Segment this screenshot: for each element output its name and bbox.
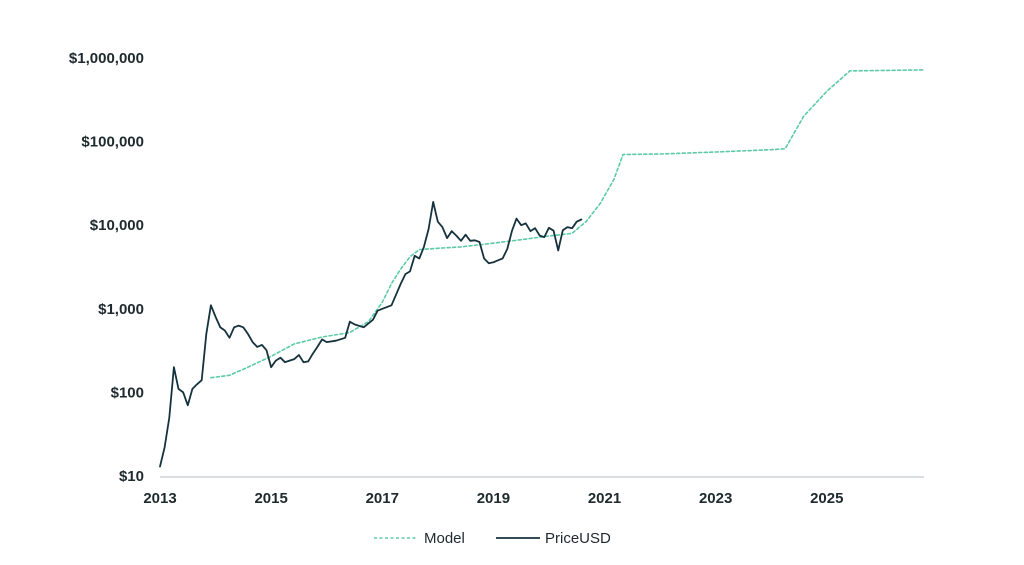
y-axis-labels: $10 $100 $1,000 $10,000 $100,000 $1,000,000 [69, 50, 144, 485]
legend-label-model: Model [424, 530, 465, 547]
x-tick-label: 2023 [699, 490, 732, 507]
x-tick-label: 2025 [810, 490, 843, 507]
y-tick-label: $10 [119, 468, 144, 485]
plot-lines [159, 69, 925, 468]
x-tick-label: 2015 [254, 490, 287, 507]
y-tick-label: $100,000 [81, 134, 144, 151]
x-axis-labels: 2013 2015 2017 2019 2021 2023 2025 [143, 490, 843, 507]
x-tick-label: 2013 [143, 490, 176, 507]
series-line-model [210, 69, 925, 379]
y-tick-label: $100 [111, 384, 144, 401]
y-tick-label: $1,000 [98, 301, 144, 318]
series-line-priceusd [159, 201, 583, 468]
x-tick-label: 2021 [588, 490, 621, 507]
x-tick-label: 2019 [477, 490, 510, 507]
y-tick-label: $1,000,000 [69, 50, 144, 67]
legend-label-priceusd: PriceUSD [545, 530, 611, 547]
y-tick-label: $10,000 [90, 217, 144, 234]
x-tick-label: 2017 [366, 490, 399, 507]
legend: Model PriceUSD [374, 530, 611, 547]
